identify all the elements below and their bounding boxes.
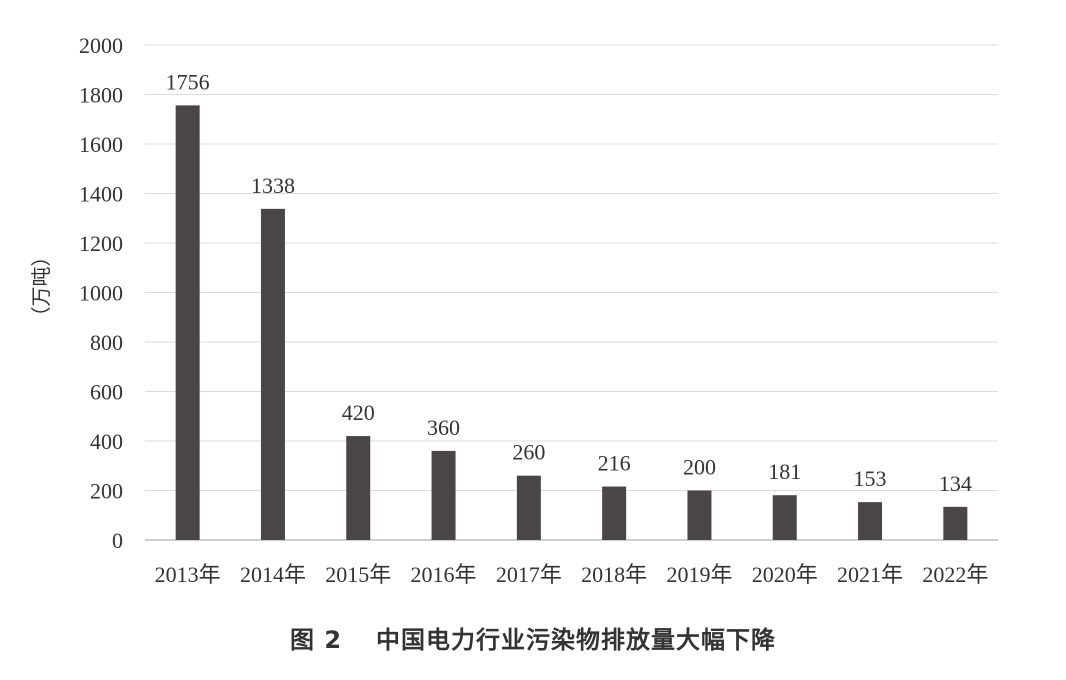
y-axis-label: （万吨） [29,247,53,327]
data-label: 200 [683,455,716,480]
gridlines [145,44,998,491]
x-tick-label: 2016年 [411,562,477,587]
x-tick-labels: 2013年 2014年 2015年 2016年 2017年 2018年 2019年 2020年… [155,562,989,587]
x-tick-label: 2022年 [922,562,988,587]
data-label: 1338 [251,173,295,198]
bar [772,495,797,540]
bars [175,105,968,540]
figure-number: 图 2 [289,626,343,654]
data-label: 153 [854,466,887,491]
y-tick-label: 1000 [79,281,123,306]
y-tick-label: 1400 [79,182,123,207]
x-tick-label: 2014年 [240,562,306,587]
bar [346,436,371,540]
y-tick-label: 800 [90,330,123,355]
data-label: 181 [768,459,801,484]
data-label: 420 [342,400,375,425]
bar [858,502,883,540]
bar [687,490,712,540]
data-label: 216 [598,451,631,476]
y-tick-label: 0 [112,528,123,553]
y-tick-label: 1600 [79,132,123,157]
x-tick-label: 2015年 [325,562,391,587]
bar [943,506,968,540]
y-tick-label: 600 [90,380,123,405]
x-tick-label: 2018年 [581,562,647,587]
data-labels: 1756 1338 420 360 260 216 200 181 153 134 [166,69,972,495]
bar-chart: 1756 1338 420 360 260 216 200 181 153 134 0 200 400… [29,33,998,587]
data-label: 360 [427,415,460,440]
bar [175,105,200,540]
y-tick-labels: 0 200 400 600 800 1000 1200 1400 1600 1800 2000 [79,33,123,553]
y-tick-label: 1800 [79,83,123,108]
y-tick-label: 2000 [79,33,123,58]
x-tick-label: 2021年 [837,562,903,587]
data-label: 1756 [166,69,210,94]
x-tick-label: 2013年 [155,562,221,587]
bar [431,450,456,540]
x-tick-label: 2017年 [496,562,562,587]
bar [516,475,541,540]
bar [260,208,285,540]
figure-title: 中国电力行业污染物排放量大幅下降 [376,626,777,654]
x-tick-label: 2019年 [666,562,732,587]
bar [602,486,627,540]
y-tick-label: 400 [90,429,123,454]
x-tick-label: 2020年 [752,562,818,587]
y-tick-label: 1200 [79,231,123,256]
data-label: 134 [939,471,972,496]
data-label: 260 [512,440,545,465]
y-tick-label: 200 [90,479,123,504]
figure-caption: 图 2 中国电力行业污染物排放量大幅下降 [0,620,1066,655]
